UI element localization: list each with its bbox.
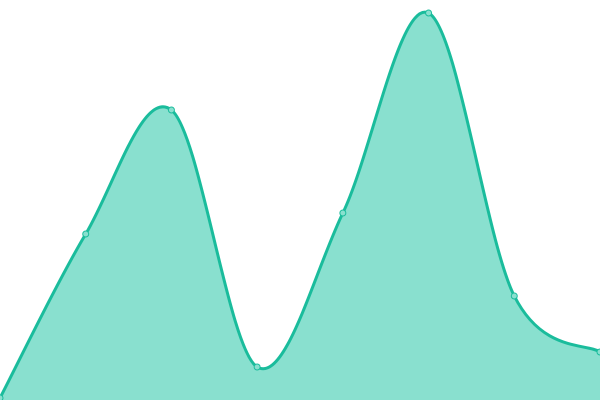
- data-point: [339, 209, 347, 217]
- area-fill: [0, 12, 600, 400]
- data-markers: [0, 9, 600, 400]
- data-point: [510, 292, 518, 300]
- data-point: [0, 394, 4, 400]
- data-point: [167, 106, 175, 114]
- data-point: [82, 230, 90, 238]
- data-point: [425, 9, 433, 17]
- series-line: [0, 10, 600, 399]
- data-point: [596, 348, 600, 356]
- data-point: [253, 363, 261, 371]
